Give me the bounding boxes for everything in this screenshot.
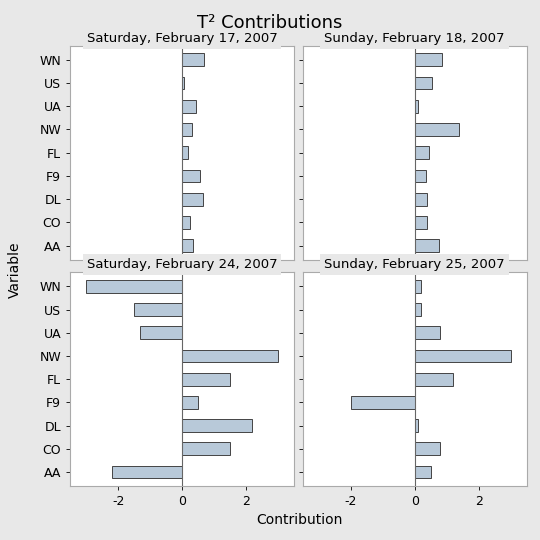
Bar [182,146,188,159]
Bar [415,53,442,66]
Bar [415,326,440,339]
Bar [415,239,438,252]
Bar [415,465,430,478]
Bar [415,216,428,229]
Bar [182,373,230,386]
Bar [182,123,192,136]
Bar [415,77,432,90]
Bar [182,53,205,66]
Bar [182,419,252,432]
Bar [415,193,428,206]
Bar [415,280,421,293]
Bar [415,100,418,113]
Bar [182,193,203,206]
Title: Saturday, February 17, 2007: Saturday, February 17, 2007 [86,32,278,45]
Title: Sunday, February 18, 2007: Sunday, February 18, 2007 [325,32,505,45]
Bar [415,123,460,136]
Bar [415,373,453,386]
Bar [415,170,426,183]
Bar [182,239,193,252]
Bar [182,442,230,455]
Bar [182,170,200,183]
Title: Sunday, February 25, 2007: Sunday, February 25, 2007 [325,258,505,271]
Bar [182,77,184,90]
Bar [112,465,182,478]
Bar [134,303,182,316]
Bar [415,442,440,455]
Title: Saturday, February 24, 2007: Saturday, February 24, 2007 [87,258,278,271]
Bar [415,303,421,316]
Text: T² Contributions: T² Contributions [197,14,343,31]
Bar [415,419,418,432]
Bar [415,349,510,362]
Bar [86,280,182,293]
Bar [415,146,429,159]
Bar [182,100,197,113]
Text: Contribution: Contribution [256,512,343,526]
Bar [351,396,415,409]
Bar [182,396,198,409]
Bar [182,216,190,229]
Bar [140,326,182,339]
Text: Variable: Variable [8,242,22,298]
Bar [182,349,278,362]
